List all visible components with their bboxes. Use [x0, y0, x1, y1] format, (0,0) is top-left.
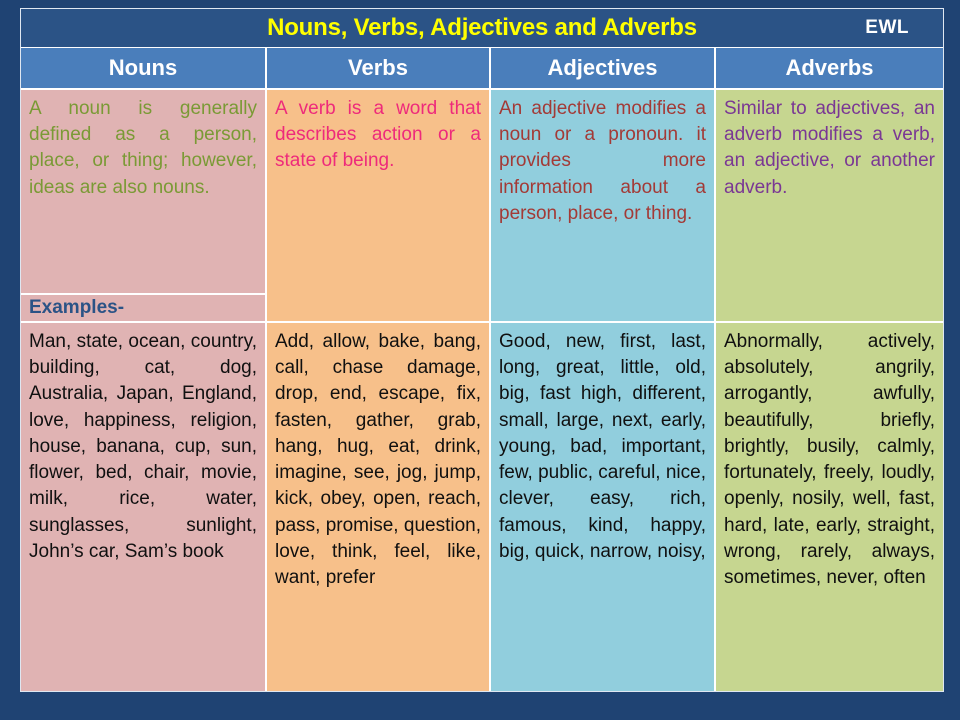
definition-verbs: A verb is a word that describes action o…	[267, 90, 489, 323]
column-header-adverbs: Adverbs	[716, 48, 943, 90]
table-body: A noun is generally defined as a person,…	[21, 90, 943, 691]
brand-logo-ewl: EWL	[865, 17, 909, 38]
title-bar: Nouns, Verbs, Adjectives and Adverbs EWL	[21, 9, 943, 48]
column-verbs: A verb is a word that describes action o…	[267, 90, 491, 691]
column-header-nouns: Nouns	[21, 48, 267, 90]
column-nouns: A noun is generally defined as a person,…	[21, 90, 267, 691]
page-title: Nouns, Verbs, Adjectives and Adverbs	[267, 14, 697, 41]
column-header-adjectives: Adjectives	[491, 48, 716, 90]
definition-adjectives: An adjective modifies a noun or a pronou…	[491, 90, 714, 323]
definition-nouns: A noun is generally defined as a person,…	[21, 90, 265, 295]
examples-adverbs: Abnormally, actively, absolutely, angril…	[716, 323, 943, 691]
parts-of-speech-table: Nouns, Verbs, Adjectives and Adverbs EWL…	[20, 8, 944, 692]
column-header-verbs: Verbs	[267, 48, 491, 90]
column-adverbs: Similar to adjectives, an adverb modifie…	[716, 90, 943, 691]
examples-adjectives: Good, new, first, last, long, great, lit…	[491, 323, 714, 691]
definition-adverbs: Similar to adjectives, an adverb modifie…	[716, 90, 943, 323]
examples-verbs: Add, allow, bake, bang, call, chase dama…	[267, 323, 489, 691]
column-adjectives: An adjective modifies a noun or a pronou…	[491, 90, 716, 691]
examples-nouns: Man, state, ocean, country, building, ca…	[21, 323, 265, 691]
table-header-row: Nouns Verbs Adjectives Adverbs	[21, 48, 943, 90]
examples-label: Examples-	[21, 295, 265, 323]
